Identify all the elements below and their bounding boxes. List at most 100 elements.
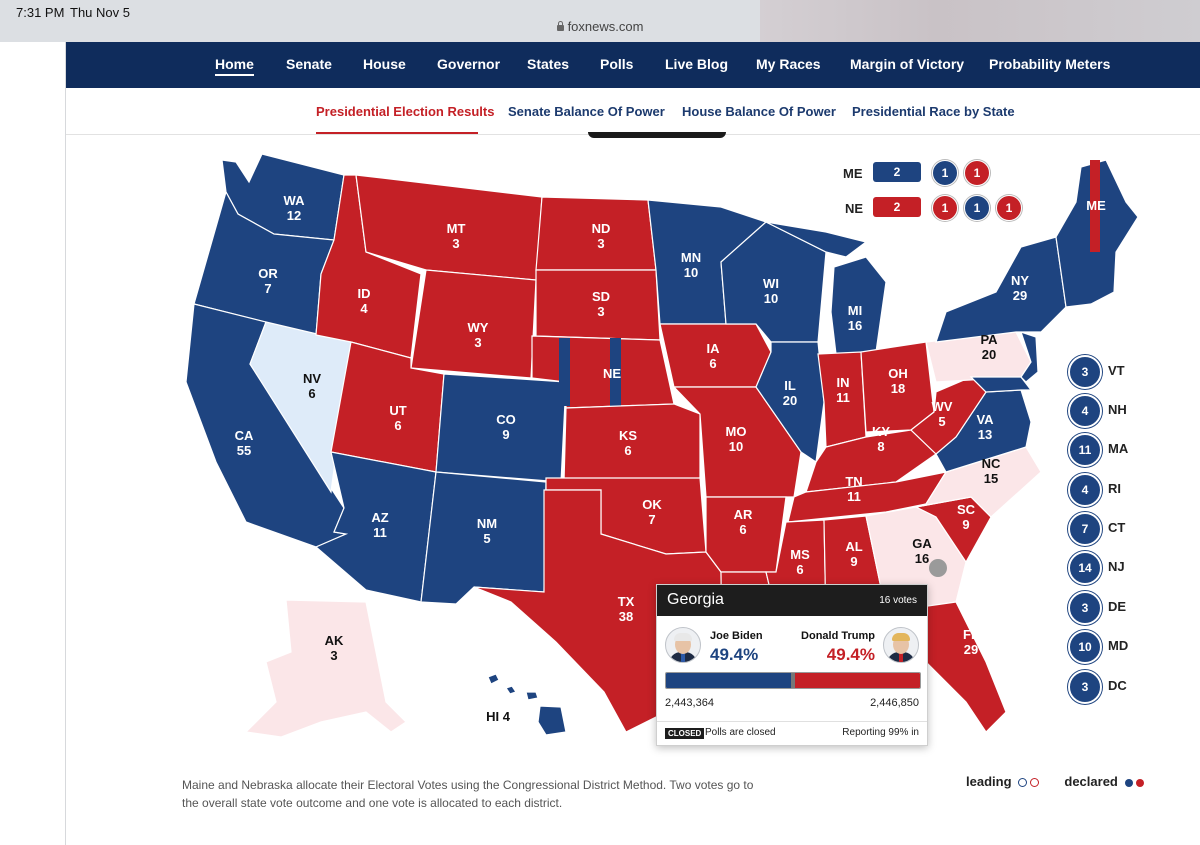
- me-district-label: ME: [843, 166, 863, 181]
- svg-text:MS6: MS 6: [790, 547, 810, 577]
- address-url: foxnews.com: [567, 19, 644, 34]
- label-ne: NE: [603, 366, 621, 381]
- label-id: ID: [358, 286, 371, 301]
- me-cd2-votes[interactable]: 1: [964, 160, 990, 186]
- nav-probability-meters[interactable]: Probability Meters: [989, 56, 1111, 72]
- svg-text:SD3: SD 3: [592, 289, 610, 319]
- tab-senate-balance[interactable]: Senate Balance Of Power: [508, 104, 665, 119]
- state-mi-upper[interactable]: [765, 221, 868, 258]
- label-nd: ND: [592, 221, 611, 236]
- small-state-de: DE: [1108, 599, 1127, 614]
- votes-ut: 6: [394, 418, 401, 433]
- small-state-dc-votes[interactable]: 3: [1068, 670, 1102, 704]
- label-il: IL: [784, 378, 796, 393]
- ga-focus-dot: [929, 559, 947, 577]
- svg-text:WY3: WY 3: [468, 320, 489, 350]
- svg-text:AL9: AL 9: [845, 539, 862, 569]
- small-state-ct: CT: [1108, 520, 1126, 535]
- nav-polls[interactable]: Polls: [600, 56, 634, 72]
- state-il[interactable]: [755, 341, 825, 464]
- small-state-ri-votes[interactable]: 4: [1068, 473, 1102, 507]
- svg-text:AR6: AR 6: [734, 507, 753, 537]
- me-cd1-votes[interactable]: 1: [932, 160, 958, 186]
- nav-house[interactable]: House: [363, 56, 406, 72]
- tooltip-header: Georgia 16 votes: [657, 585, 927, 616]
- state-nj[interactable]: [1020, 331, 1039, 383]
- state-nc[interactable]: [915, 446, 1042, 518]
- nav-home[interactable]: Home: [215, 56, 254, 76]
- votes-az: 11: [373, 525, 387, 540]
- district-method-note: Maine and Nebraska allocate their Electo…: [182, 778, 754, 810]
- legend-leading-rep-dot: [1030, 778, 1040, 788]
- small-state-nj-votes[interactable]: 14: [1068, 551, 1102, 585]
- svg-text:KS6: KS 6: [619, 428, 637, 458]
- small-state-vt: VT: [1108, 363, 1125, 378]
- me-district-2[interactable]: [1090, 160, 1100, 252]
- votes-ny: 29: [1013, 288, 1027, 303]
- label-ca: CA: [235, 428, 254, 443]
- votes-ms: 6: [796, 562, 803, 577]
- small-state-ma-votes[interactable]: 11: [1068, 433, 1102, 467]
- ne-district-1[interactable]: [559, 338, 570, 406]
- small-state-ct-votes[interactable]: 7: [1068, 512, 1102, 546]
- votes-nm: 5: [483, 531, 490, 546]
- label-tn: TN: [845, 474, 862, 489]
- votes-va: 13: [978, 427, 992, 442]
- svg-text:WV5: WV 5: [932, 399, 953, 429]
- state-wy[interactable]: [410, 269, 537, 379]
- nav-states[interactable]: States: [527, 56, 570, 72]
- state-ks[interactable]: [563, 403, 701, 483]
- small-state-vt-votes[interactable]: 3: [1068, 355, 1102, 389]
- votes-sc: 9: [962, 517, 969, 532]
- nav-my-races[interactable]: My Races: [756, 56, 821, 72]
- tab-house-balance[interactable]: House Balance Of Power: [682, 104, 836, 119]
- small-state-de-votes[interactable]: 3: [1068, 591, 1102, 625]
- label-or: OR: [258, 266, 278, 281]
- small-state-nh-votes[interactable]: 4: [1068, 394, 1102, 428]
- status-time: 7:31 PM: [16, 5, 65, 20]
- lock-icon: [556, 21, 564, 31]
- nav-live-blog[interactable]: Live Blog: [665, 56, 729, 72]
- me-statewide-votes[interactable]: 2: [873, 162, 921, 182]
- state-co[interactable]: [435, 373, 567, 483]
- nav-senate[interactable]: Senate: [286, 56, 332, 72]
- votes-id: 4: [360, 301, 368, 316]
- nav-margin-of-victory[interactable]: Margin of Victory: [850, 56, 965, 72]
- vote-share-dem: [666, 673, 791, 688]
- votes-co: 9: [502, 427, 509, 442]
- state-hi[interactable]: [487, 673, 567, 736]
- votes-ks: 6: [624, 443, 631, 458]
- state-md[interactable]: [969, 376, 1033, 393]
- label-ut: UT: [389, 403, 406, 418]
- svg-text:NV6: NV 6: [303, 371, 321, 401]
- ne-district-label: NE: [845, 201, 864, 216]
- active-tab-underline: [316, 132, 478, 134]
- state-ak[interactable]: [244, 599, 407, 738]
- tab-presidential-results[interactable]: Presidential Election Results: [316, 104, 495, 119]
- ne-statewide-votes[interactable]: 2: [873, 197, 921, 217]
- status-bar-band: [760, 0, 1200, 42]
- tab-race-by-state[interactable]: Presidential Race by State: [852, 104, 1015, 119]
- legend-leading: leading: [966, 774, 1012, 789]
- votes-mi: 16: [848, 318, 862, 333]
- ne-district-2[interactable]: [610, 338, 621, 406]
- nav-governor[interactable]: Governor: [437, 56, 501, 72]
- ne-cd2-votes[interactable]: 1: [964, 195, 990, 221]
- small-state-md: MD: [1108, 638, 1129, 653]
- votes-or: 7: [264, 281, 271, 296]
- address-bar[interactable]: foxnews.com: [0, 19, 1200, 34]
- small-state-md-votes[interactable]: 10: [1068, 630, 1102, 664]
- svg-text:ND3: ND 3: [592, 221, 611, 251]
- votes-ca: 55: [237, 443, 251, 458]
- ne-cd3-votes[interactable]: 1: [996, 195, 1022, 221]
- state-ny[interactable]: [935, 236, 1067, 343]
- svg-text:MT3: MT 3: [447, 221, 466, 251]
- ne-cd1-votes[interactable]: 1: [932, 195, 958, 221]
